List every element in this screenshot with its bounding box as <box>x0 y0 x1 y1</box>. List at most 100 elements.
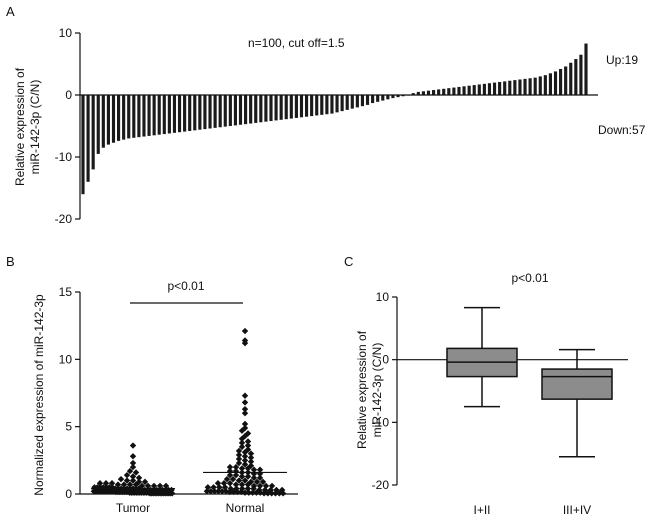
panel-a-bar <box>147 95 151 136</box>
panel-a-bar <box>106 95 110 145</box>
panel-a-bar <box>579 54 583 95</box>
panel-a-bar <box>477 84 481 95</box>
panel-a-bar <box>198 95 202 130</box>
panel-a-bar <box>259 95 263 123</box>
panel-b-point <box>162 482 170 490</box>
panel-a-bar <box>81 95 85 195</box>
panel-b-point <box>235 447 243 455</box>
panel-c-ylabel-line1: Relative expression of <box>355 330 369 449</box>
panel-a-bar <box>315 95 319 116</box>
panel-b-point <box>230 488 237 496</box>
panel-b-point <box>123 477 131 484</box>
panel-a-bar <box>127 95 131 139</box>
panel-a-bar <box>183 95 187 132</box>
panel-b-point <box>276 490 283 497</box>
panel-b-point <box>235 477 243 484</box>
panel-b-point <box>168 490 176 497</box>
panel-a-bar <box>142 95 146 137</box>
panel-a-bar <box>274 95 278 121</box>
panel-b-point <box>241 420 249 428</box>
panel-a-bar <box>320 95 324 115</box>
panel-a-bar <box>116 95 121 141</box>
panel-a-bar <box>442 88 446 95</box>
panel-b-point <box>264 490 272 497</box>
panel-a-bar <box>386 95 390 100</box>
panel-b-point <box>232 471 240 479</box>
panel-b-point <box>129 463 137 471</box>
panel-b-point <box>235 451 243 459</box>
panel-b-point <box>247 462 255 469</box>
panel-b-points <box>90 327 287 497</box>
panel-b-y-ticks: 15 10 5 0 <box>59 285 80 501</box>
panel-a-bar <box>203 95 207 130</box>
panel-a-bars <box>81 43 588 195</box>
panel-b-point <box>207 488 214 495</box>
panel-b-point <box>232 463 240 471</box>
panel-b-point <box>132 481 140 488</box>
panel-a-bar <box>350 95 354 109</box>
panel-b-point <box>253 478 261 486</box>
panel-a-bar <box>371 95 375 104</box>
panel-a-bar <box>513 80 517 95</box>
panel-b-point <box>253 489 260 496</box>
panel-a-bar <box>269 95 273 122</box>
panel-a-y-tick-label: 10 <box>59 26 73 40</box>
panel-b-category-tumor: Tumor <box>116 501 150 515</box>
panel-a-bar <box>289 95 293 119</box>
panel-a-ylabel-line1: Relative expression of <box>13 67 27 186</box>
panel-b-point <box>241 410 249 417</box>
panel-a-bar <box>213 95 217 128</box>
panel-a-bar <box>533 77 537 95</box>
panel-a-y-tick-label: -10 <box>55 150 73 164</box>
panel-b-point <box>223 475 231 483</box>
panel-c-y-ticks: 10 0 -10 -20 <box>372 290 397 492</box>
panel-b-point <box>135 474 143 482</box>
panel-b-point <box>226 467 234 475</box>
panel-a-down-label: Down:57 <box>598 123 646 137</box>
panel-b-point <box>102 480 110 487</box>
panel-b-point <box>238 439 246 447</box>
panel-b-point <box>260 490 268 497</box>
panel-b-point <box>241 339 249 347</box>
panel-b-point <box>117 475 125 483</box>
panel-b-point <box>241 477 249 484</box>
panel-b-point <box>214 480 222 487</box>
panel-b: Normalized expression of miR-142-3p 15 10… <box>32 279 298 515</box>
panel-a-bar <box>411 93 415 95</box>
panel-a-bar <box>543 75 547 95</box>
panel-a-bar <box>574 59 578 95</box>
panel-a-bar <box>365 95 370 105</box>
panel-a-bar <box>432 90 436 95</box>
panel-a-bar <box>223 95 227 127</box>
panel-a-bar <box>228 95 232 126</box>
panel-b-point <box>132 469 140 476</box>
panel-c-ylabel-line2: miR-142-3p (C/N) <box>370 343 384 438</box>
panel-b-point <box>203 488 211 495</box>
panel-b-point <box>259 478 267 486</box>
panel-a-bar <box>132 95 136 138</box>
panel-b-point <box>156 482 164 490</box>
panel-a-bar <box>122 95 126 140</box>
panel-b-point <box>129 473 137 480</box>
panel-b-point <box>268 490 275 497</box>
panel-a-bar <box>401 95 405 97</box>
panel-a-bar <box>437 89 441 95</box>
panel-b-point <box>141 478 149 486</box>
panel-b-y-tick-label: 5 <box>65 420 72 434</box>
panel-c: Relative expression of miR-142-3p (C/N) … <box>355 271 628 517</box>
panel-b-point <box>241 449 249 456</box>
panel-b-point <box>241 424 249 432</box>
panel-b-point <box>241 432 249 440</box>
panel-b-point <box>241 327 249 335</box>
panel-a-y-ticks: 10 0 -10 -20 <box>55 26 80 226</box>
panel-a-bar <box>96 95 100 154</box>
panel-a-bar <box>426 90 431 95</box>
panel-b-point <box>220 480 228 487</box>
panel-a-bar <box>152 95 156 136</box>
panel-b-point <box>226 488 233 496</box>
panel-a-bar <box>299 95 304 118</box>
panel-a-bar <box>564 66 568 95</box>
panel-a-bar <box>304 95 309 117</box>
panel-a-bar <box>284 95 288 120</box>
